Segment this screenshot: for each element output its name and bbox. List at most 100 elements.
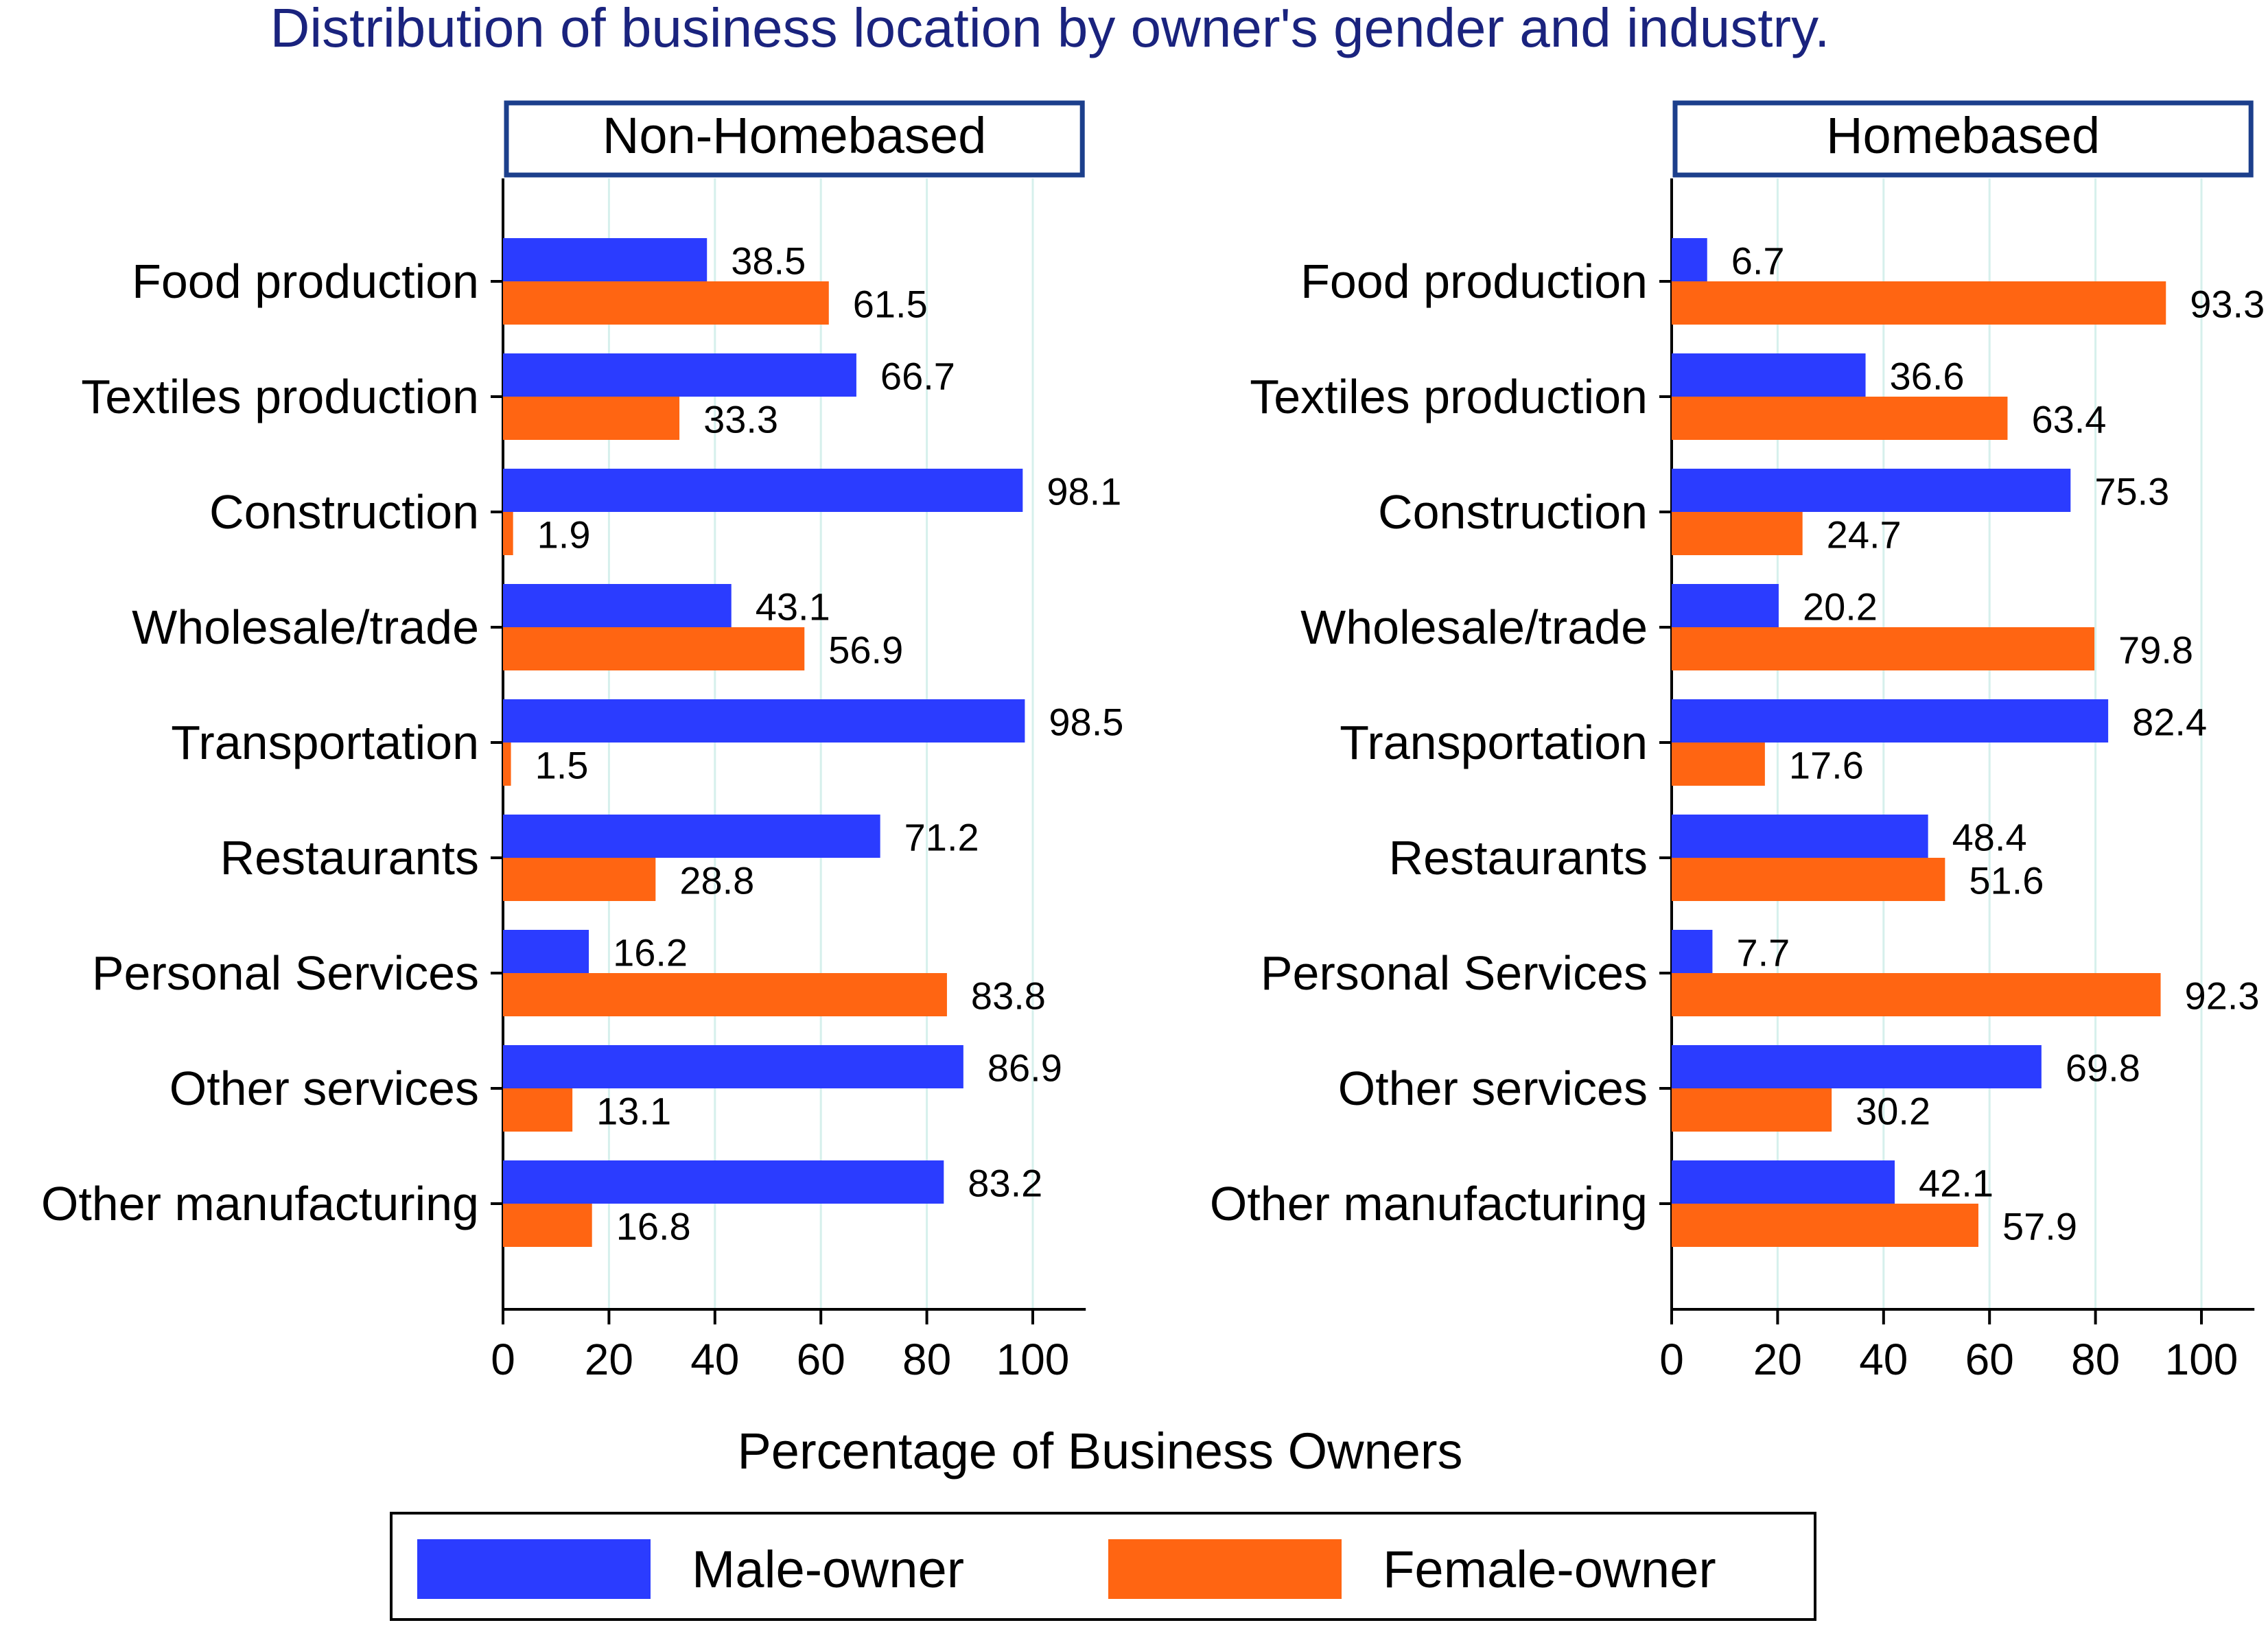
x-tick-label: 20 — [1753, 1335, 1802, 1384]
bar-female — [1672, 627, 2095, 670]
data-label: 98.5 — [1049, 701, 1123, 744]
bar-female — [503, 397, 680, 440]
data-label: 36.6 — [1890, 355, 1965, 398]
bar-male — [503, 930, 589, 973]
category-label: Food production — [132, 255, 479, 308]
panel-header-label: Non-Homebased — [603, 107, 986, 164]
bar-female — [503, 281, 829, 325]
x-tick-label: 0 — [1659, 1335, 1684, 1384]
bar-female — [1672, 1088, 1832, 1132]
data-label: 7.7 — [1736, 931, 1790, 974]
bar-female — [503, 973, 947, 1016]
category-label: Transportation — [171, 716, 479, 769]
data-label: 33.3 — [703, 398, 778, 441]
panel-header-label: Homebased — [1826, 107, 2100, 164]
data-label: 57.9 — [2002, 1205, 2077, 1248]
data-label: 82.4 — [2132, 701, 2207, 744]
category-label: Other manufacturing — [1210, 1177, 1648, 1230]
bar-female — [1672, 281, 2166, 325]
data-label: 56.9 — [828, 629, 903, 672]
category-label: Personal Services — [92, 946, 479, 1000]
data-label: 86.9 — [987, 1047, 1062, 1090]
bar-female — [1672, 1204, 1978, 1247]
bar-male — [503, 815, 880, 858]
category-label: Other services — [1338, 1062, 1648, 1115]
panel-header-box — [504, 100, 1085, 178]
data-label: 83.2 — [968, 1162, 1042, 1205]
data-label: 83.8 — [971, 974, 1046, 1018]
bar-female — [503, 512, 513, 555]
bar-female — [1672, 858, 1945, 901]
bar-male — [503, 1045, 963, 1088]
category-label: Construction — [1378, 485, 1648, 539]
data-label: 24.7 — [1827, 513, 1902, 557]
bar-male — [1672, 469, 2071, 512]
bar-male — [1672, 1045, 2042, 1088]
category-label: Transportation — [1340, 716, 1648, 769]
bar-male — [1672, 930, 1713, 973]
bar-female — [503, 1204, 592, 1247]
category-label: Construction — [209, 485, 479, 539]
category-label: Wholesale/trade — [132, 600, 479, 654]
x-tick-label: 40 — [1859, 1335, 1908, 1384]
data-label: 38.5 — [731, 239, 806, 283]
bar-female — [503, 858, 656, 901]
category-label: Restaurants — [1389, 831, 1648, 885]
bar-male — [1672, 1160, 1895, 1204]
legend: Male-owner Female-owner — [390, 1512, 1816, 1621]
data-label: 43.1 — [756, 585, 830, 629]
data-label: 69.8 — [2066, 1047, 2140, 1090]
x-tick-label: 20 — [585, 1335, 633, 1384]
bar-male — [1672, 815, 1928, 858]
bar-male — [1672, 699, 2109, 743]
data-label: 13.1 — [596, 1090, 671, 1133]
data-label: 6.7 — [1731, 239, 1785, 283]
data-label: 17.6 — [1789, 744, 1864, 787]
category-label: Other services — [169, 1062, 479, 1115]
bar-female — [503, 627, 805, 670]
x-tick-label: 80 — [902, 1335, 951, 1384]
category-label: Other manufacturing — [41, 1177, 479, 1230]
data-label: 98.1 — [1047, 470, 1121, 513]
bar-female — [1672, 397, 2008, 440]
data-label: 1.5 — [535, 744, 589, 787]
data-label: 92.3 — [2185, 974, 2260, 1018]
legend-label: Female-owner — [1383, 1541, 1716, 1599]
data-label: 93.3 — [2190, 283, 2265, 326]
legend-swatch-female — [1108, 1539, 1342, 1599]
data-label: 30.2 — [1856, 1090, 1930, 1133]
bar-female — [1672, 743, 1765, 786]
data-label: 42.1 — [1919, 1162, 1994, 1205]
panel-header-box — [1672, 100, 2254, 178]
x-tick-label: 60 — [1965, 1335, 2014, 1384]
category-label: Personal Services — [1261, 946, 1648, 1000]
bar-female — [1672, 512, 1803, 555]
data-label: 61.5 — [853, 283, 928, 326]
bar-female — [503, 743, 511, 786]
data-label: 20.2 — [1803, 585, 1878, 629]
legend-swatch-male — [417, 1539, 651, 1599]
bar-female — [503, 1088, 573, 1132]
x-axis-title: Percentage of Business Owners — [737, 1423, 1462, 1480]
panels: Non-Homebased 0 20 40 60 80 100 Food production… — [41, 100, 2265, 1384]
category-label: Restaurants — [220, 831, 479, 885]
panel-2: Homebased 0 20 40 60 80 100 Food production 6.7 9… — [1210, 100, 2265, 1384]
x-tick-label: 40 — [690, 1335, 739, 1384]
category-label: Wholesale/trade — [1300, 600, 1648, 654]
data-label: 1.9 — [537, 513, 591, 557]
category-label: Textiles production — [81, 370, 479, 423]
x-tick-label: 100 — [2165, 1335, 2238, 1384]
data-label: 75.3 — [2094, 470, 2169, 513]
data-label: 16.2 — [613, 931, 688, 974]
x-tick-label: 60 — [797, 1335, 845, 1384]
bar-male — [503, 469, 1023, 512]
bar-male — [503, 238, 708, 281]
bar-male — [1672, 584, 1779, 627]
data-label: 28.8 — [679, 859, 754, 902]
data-label: 63.4 — [2031, 398, 2106, 441]
category-label: Food production — [1300, 255, 1648, 308]
x-tick-label: 100 — [996, 1335, 1070, 1384]
category-label: Textiles production — [1250, 370, 1648, 423]
panel-1: Non-Homebased 0 20 40 60 80 100 Food production… — [41, 100, 1123, 1384]
